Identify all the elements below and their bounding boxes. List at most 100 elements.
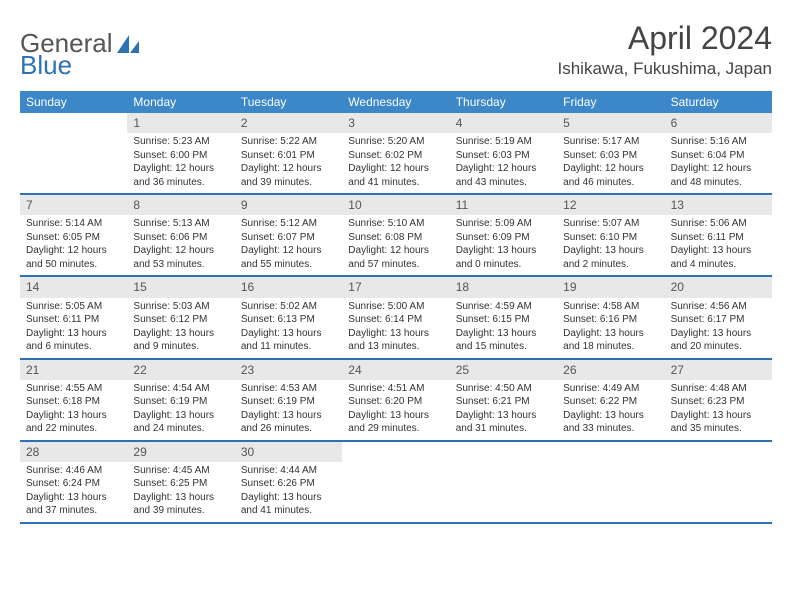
day-detail-line: Sunset: 6:10 PM [563, 231, 658, 245]
day-detail-line: Sunrise: 4:48 AM [671, 382, 766, 396]
weekday-header: Wednesday [342, 91, 449, 113]
day-detail-line: Daylight: 13 hours [348, 409, 443, 423]
day-detail-line: Daylight: 12 hours [26, 244, 121, 258]
empty-day-cell [450, 442, 557, 522]
day-detail-line: Daylight: 13 hours [133, 327, 228, 341]
day-detail-line: and 11 minutes. [241, 340, 336, 354]
day-number: 21 [20, 360, 127, 380]
day-cell: 4Sunrise: 5:19 AMSunset: 6:03 PMDaylight… [450, 113, 557, 193]
day-cell: 2Sunrise: 5:22 AMSunset: 6:01 PMDaylight… [235, 113, 342, 193]
day-detail-line: Daylight: 12 hours [671, 162, 766, 176]
day-detail-line: Daylight: 12 hours [563, 162, 658, 176]
day-detail-line: and 43 minutes. [456, 176, 551, 190]
day-detail-line: and 57 minutes. [348, 258, 443, 272]
day-details: Sunrise: 5:14 AMSunset: 6:05 PMDaylight:… [20, 215, 127, 275]
day-number: 16 [235, 277, 342, 297]
day-detail-line: Sunrise: 5:13 AM [133, 217, 228, 231]
day-detail-line: and 41 minutes. [241, 504, 336, 518]
day-detail-line: and 9 minutes. [133, 340, 228, 354]
day-detail-line: Daylight: 13 hours [671, 244, 766, 258]
day-detail-line: Daylight: 12 hours [133, 162, 228, 176]
day-details: Sunrise: 4:51 AMSunset: 6:20 PMDaylight:… [342, 380, 449, 440]
day-details: Sunrise: 5:06 AMSunset: 6:11 PMDaylight:… [665, 215, 772, 275]
day-cell: 18Sunrise: 4:59 AMSunset: 6:15 PMDayligh… [450, 277, 557, 357]
title-block: April 2024 Ishikawa, Fukushima, Japan [558, 20, 773, 79]
day-detail-line: Daylight: 13 hours [456, 409, 551, 423]
day-detail-line: Sunset: 6:08 PM [348, 231, 443, 245]
weekday-header: Sunday [20, 91, 127, 113]
empty-day-cell [557, 442, 664, 522]
weekday-header: Saturday [665, 91, 772, 113]
day-detail-line: Sunrise: 5:20 AM [348, 135, 443, 149]
weekday-header: Thursday [450, 91, 557, 113]
day-details: Sunrise: 5:16 AMSunset: 6:04 PMDaylight:… [665, 133, 772, 193]
day-detail-line: Daylight: 12 hours [241, 244, 336, 258]
week-row: 21Sunrise: 4:55 AMSunset: 6:18 PMDayligh… [20, 360, 772, 442]
day-details: Sunrise: 4:46 AMSunset: 6:24 PMDaylight:… [20, 462, 127, 522]
day-detail-line: and 53 minutes. [133, 258, 228, 272]
day-number: 2 [235, 113, 342, 133]
logo-sail-icon [115, 33, 141, 55]
day-detail-line: Daylight: 13 hours [456, 244, 551, 258]
day-detail-line: Sunset: 6:12 PM [133, 313, 228, 327]
day-detail-line: Sunrise: 5:03 AM [133, 300, 228, 314]
day-cell: 3Sunrise: 5:20 AMSunset: 6:02 PMDaylight… [342, 113, 449, 193]
day-detail-line: Daylight: 13 hours [563, 409, 658, 423]
day-cell: 7Sunrise: 5:14 AMSunset: 6:05 PMDaylight… [20, 195, 127, 275]
day-number: 18 [450, 277, 557, 297]
day-detail-line: Sunrise: 5:14 AM [26, 217, 121, 231]
day-detail-line: Sunset: 6:11 PM [26, 313, 121, 327]
day-cell: 28Sunrise: 4:46 AMSunset: 6:24 PMDayligh… [20, 442, 127, 522]
day-detail-line: Daylight: 13 hours [26, 327, 121, 341]
day-detail-line: Daylight: 13 hours [671, 327, 766, 341]
day-cell: 27Sunrise: 4:48 AMSunset: 6:23 PMDayligh… [665, 360, 772, 440]
day-number: 13 [665, 195, 772, 215]
day-details: Sunrise: 5:00 AMSunset: 6:14 PMDaylight:… [342, 298, 449, 358]
day-details: Sunrise: 4:49 AMSunset: 6:22 PMDaylight:… [557, 380, 664, 440]
day-cell: 16Sunrise: 5:02 AMSunset: 6:13 PMDayligh… [235, 277, 342, 357]
day-number: 27 [665, 360, 772, 380]
day-cell: 14Sunrise: 5:05 AMSunset: 6:11 PMDayligh… [20, 277, 127, 357]
day-details: Sunrise: 4:54 AMSunset: 6:19 PMDaylight:… [127, 380, 234, 440]
day-detail-line: Sunset: 6:14 PM [348, 313, 443, 327]
day-detail-line: and 55 minutes. [241, 258, 336, 272]
week-row: 14Sunrise: 5:05 AMSunset: 6:11 PMDayligh… [20, 277, 772, 359]
day-details: Sunrise: 5:17 AMSunset: 6:03 PMDaylight:… [557, 133, 664, 193]
day-number: 9 [235, 195, 342, 215]
day-details: Sunrise: 4:55 AMSunset: 6:18 PMDaylight:… [20, 380, 127, 440]
day-cell: 24Sunrise: 4:51 AMSunset: 6:20 PMDayligh… [342, 360, 449, 440]
day-detail-line: and 2 minutes. [563, 258, 658, 272]
day-detail-line: and 29 minutes. [348, 422, 443, 436]
day-detail-line: Sunset: 6:25 PM [133, 477, 228, 491]
day-detail-line: Daylight: 13 hours [26, 491, 121, 505]
day-detail-line: Sunset: 6:03 PM [563, 149, 658, 163]
day-cell: 25Sunrise: 4:50 AMSunset: 6:21 PMDayligh… [450, 360, 557, 440]
day-detail-line: Sunset: 6:15 PM [456, 313, 551, 327]
day-details: Sunrise: 4:50 AMSunset: 6:21 PMDaylight:… [450, 380, 557, 440]
day-detail-line: and 6 minutes. [26, 340, 121, 354]
month-title: April 2024 [558, 20, 773, 57]
week-row: 1Sunrise: 5:23 AMSunset: 6:00 PMDaylight… [20, 113, 772, 195]
day-detail-line: Sunrise: 4:54 AM [133, 382, 228, 396]
day-detail-line: Daylight: 12 hours [348, 244, 443, 258]
day-number [665, 442, 772, 462]
day-detail-line: Daylight: 13 hours [241, 491, 336, 505]
day-detail-line: Daylight: 12 hours [241, 162, 336, 176]
day-detail-line: Daylight: 13 hours [348, 327, 443, 341]
day-detail-line: Sunrise: 4:44 AM [241, 464, 336, 478]
day-detail-line: and 35 minutes. [671, 422, 766, 436]
day-number [20, 113, 127, 133]
day-details: Sunrise: 5:10 AMSunset: 6:08 PMDaylight:… [342, 215, 449, 275]
day-detail-line: and 39 minutes. [133, 504, 228, 518]
day-detail-line: Daylight: 12 hours [348, 162, 443, 176]
day-detail-line: and 20 minutes. [671, 340, 766, 354]
day-cell: 26Sunrise: 4:49 AMSunset: 6:22 PMDayligh… [557, 360, 664, 440]
location-label: Ishikawa, Fukushima, Japan [558, 59, 773, 79]
day-detail-line: Sunset: 6:09 PM [456, 231, 551, 245]
day-cell: 1Sunrise: 5:23 AMSunset: 6:00 PMDaylight… [127, 113, 234, 193]
day-cell: 20Sunrise: 4:56 AMSunset: 6:17 PMDayligh… [665, 277, 772, 357]
day-detail-line: Sunrise: 5:22 AM [241, 135, 336, 149]
day-cell: 22Sunrise: 4:54 AMSunset: 6:19 PMDayligh… [127, 360, 234, 440]
day-detail-line: Daylight: 13 hours [563, 244, 658, 258]
day-detail-line: Daylight: 13 hours [671, 409, 766, 423]
